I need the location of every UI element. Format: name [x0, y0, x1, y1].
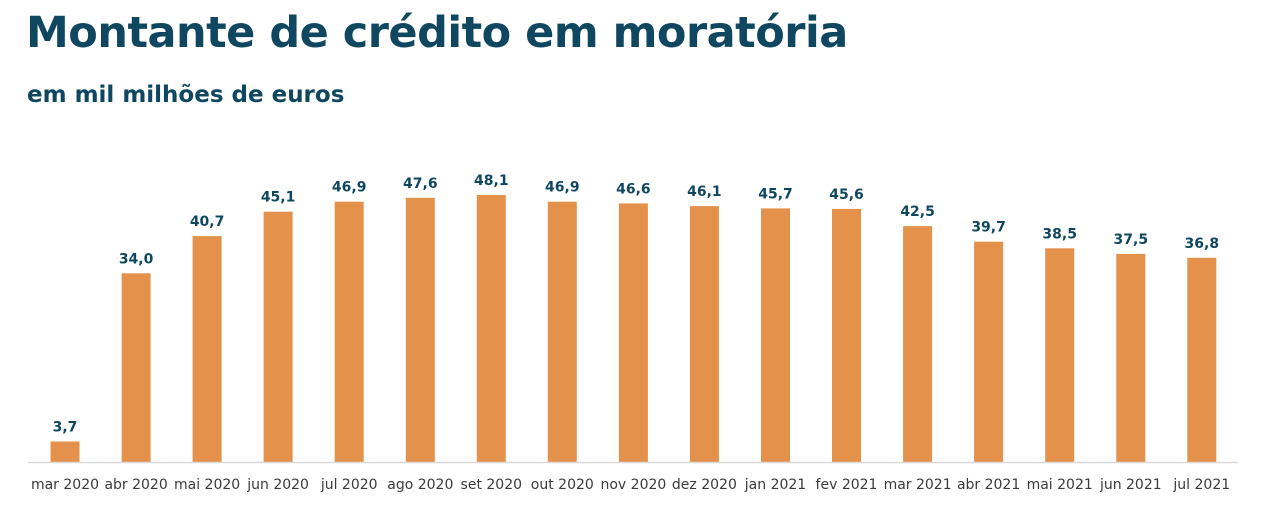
value-label-ago-2020: 47,6 — [403, 176, 438, 192]
bar-fev-2021 — [832, 208, 861, 462]
x-tick-label-jun-2020: jun 2020 — [246, 477, 309, 493]
value-label-dez-2020: 46,1 — [687, 184, 722, 200]
x-tick-label-ago-2020: ago 2020 — [387, 477, 453, 493]
x-tick-label-set-2020: set 2020 — [461, 477, 522, 493]
value-label-mar-2020: 3,7 — [53, 420, 78, 436]
value-label-jun-2021: 37,5 — [1114, 232, 1149, 248]
x-tick-label-jul-2021: jul 2021 — [1172, 477, 1230, 493]
value-label-set-2020: 48,1 — [474, 173, 509, 189]
value-label-jul-2020: 46,9 — [332, 180, 367, 196]
x-tick-label-fev-2021: fev 2021 — [816, 477, 878, 493]
value-labels-group: 3,7 34,0 40,7 45,1 46,9 47,6 48,1 46,9 46,6 46,1 4… — [53, 173, 1219, 436]
x-tick-label-mai-2020: mai 2020 — [174, 477, 240, 493]
value-label-jun-2020: 45,1 — [261, 190, 296, 206]
value-label-mai-2020: 40,7 — [190, 214, 225, 230]
value-label-mai-2021: 38,5 — [1042, 226, 1077, 242]
x-tick-label-jan-2021: jan 2021 — [744, 477, 806, 493]
x-tick-labels-group: mar 2020 abr 2020 mai 2020 jun 2020 jul 2020… — [31, 477, 1230, 493]
value-label-abr-2020: 34,0 — [119, 251, 154, 267]
bar-jul-2021 — [1187, 257, 1217, 462]
x-tick-label-mar-2020: mar 2020 — [31, 477, 99, 493]
value-label-mar-2021: 42,5 — [900, 204, 935, 220]
bar-jun-2021 — [1116, 253, 1146, 462]
x-tick-label-abr-2020: abr 2020 — [104, 477, 167, 493]
x-tick-label-mar-2021: mar 2021 — [884, 477, 952, 493]
bar-jun-2020 — [263, 211, 293, 462]
bar-set-2020 — [476, 195, 506, 462]
chart-title: Montante de crédito em moratória — [26, 8, 848, 58]
x-tick-label-jun-2021: jun 2021 — [1099, 477, 1162, 493]
bar-jul-2020 — [334, 201, 364, 462]
bar-abr-2020 — [121, 273, 151, 462]
bar-mai-2021 — [1045, 248, 1075, 462]
bar-mar-2020 — [50, 441, 80, 462]
bar-abr-2021 — [974, 241, 1004, 462]
bars-group — [50, 195, 1217, 463]
x-tick-label-nov-2020: nov 2020 — [600, 477, 666, 493]
chart-subtitle: em mil milhões de euros — [27, 82, 345, 108]
x-tick-label-out-2020: out 2020 — [531, 477, 594, 493]
value-label-abr-2021: 39,7 — [971, 220, 1006, 236]
x-tick-label-mai-2021: mai 2021 — [1027, 477, 1093, 493]
value-label-out-2020: 46,9 — [545, 180, 580, 196]
x-tick-label-abr-2021: abr 2021 — [957, 477, 1020, 493]
value-label-jul-2021: 36,8 — [1185, 236, 1220, 252]
bar-jan-2021 — [761, 208, 790, 462]
x-tick-label-jul-2020: jul 2020 — [320, 477, 378, 493]
bar-out-2020 — [547, 201, 577, 462]
bar-ago-2020 — [405, 197, 435, 463]
value-label-nov-2020: 46,6 — [616, 181, 651, 197]
bar-nov-2020 — [618, 203, 648, 462]
value-label-jan-2021: 45,7 — [758, 186, 793, 202]
bar-dez-2020 — [689, 206, 719, 462]
x-tick-label-dez-2020: dez 2020 — [672, 477, 737, 493]
value-label-fev-2021: 45,6 — [829, 187, 864, 203]
bar-mar-2021 — [903, 226, 933, 462]
bar-mai-2020 — [192, 236, 222, 462]
